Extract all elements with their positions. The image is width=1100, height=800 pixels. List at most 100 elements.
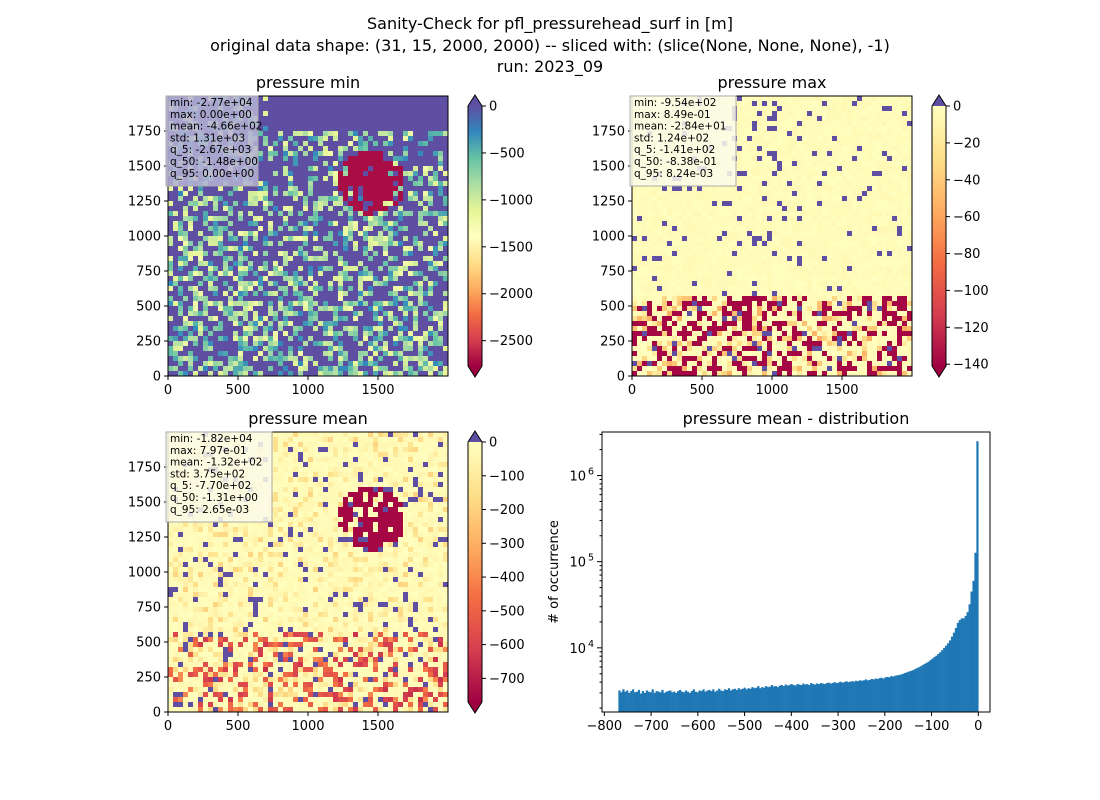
heatmap-cell bbox=[293, 136, 299, 142]
heatmap-cell bbox=[223, 276, 229, 282]
heatmap-cell bbox=[882, 216, 888, 222]
heatmap-cell bbox=[278, 146, 284, 152]
heatmap-cell bbox=[842, 191, 848, 197]
heatmap-cell bbox=[747, 166, 753, 172]
heatmap-cell bbox=[438, 296, 444, 302]
heatmap-cell bbox=[378, 191, 384, 197]
heatmap-cell bbox=[682, 196, 688, 202]
heatmap-cell bbox=[433, 226, 439, 232]
heatmap-cell bbox=[208, 316, 214, 322]
heatmap-cell bbox=[208, 201, 214, 207]
heatmap-cell bbox=[258, 291, 264, 297]
heatmap-cell bbox=[817, 231, 823, 237]
heatmap-cell bbox=[238, 346, 244, 352]
heatmap-cell bbox=[308, 366, 314, 372]
heatmap-cell bbox=[388, 211, 394, 217]
heatmap-cell bbox=[682, 226, 688, 232]
heatmap-cell bbox=[433, 281, 439, 287]
heatmap-cell bbox=[228, 221, 234, 227]
heatmap-cell bbox=[413, 126, 419, 132]
heatmap-cell bbox=[298, 281, 304, 287]
heatmap-cell bbox=[752, 126, 758, 132]
heatmap-cell bbox=[797, 146, 803, 152]
heatmap-cell bbox=[298, 286, 304, 292]
heatmap-cell bbox=[388, 121, 394, 127]
heatmap-cell bbox=[393, 121, 399, 127]
heatmap-cell bbox=[388, 251, 394, 257]
heatmap-cell bbox=[398, 191, 404, 197]
heatmap-cell bbox=[428, 216, 434, 222]
heatmap-cell bbox=[228, 186, 234, 192]
heatmap-cell bbox=[418, 341, 424, 347]
heatmap-cell bbox=[313, 331, 319, 337]
heatmap-cell bbox=[877, 186, 883, 192]
heatmap-cell bbox=[388, 336, 394, 342]
heatmap-cell bbox=[642, 241, 648, 247]
heatmap-cell bbox=[253, 266, 259, 272]
heatmap-cell bbox=[408, 196, 414, 202]
heatmap-cell bbox=[767, 211, 773, 217]
heatmap-cell bbox=[777, 191, 783, 197]
heatmap-cell bbox=[218, 296, 224, 302]
heatmap-cell bbox=[383, 236, 389, 242]
heatmap-cell bbox=[263, 101, 269, 107]
heatmap-cell bbox=[358, 321, 364, 327]
heatmap-cell bbox=[388, 361, 394, 367]
heatmap-cell bbox=[258, 171, 264, 177]
heatmap-cell bbox=[308, 206, 314, 212]
heatmap-cell bbox=[742, 151, 748, 157]
heatmap-cell bbox=[767, 161, 773, 167]
heatmap-cell bbox=[338, 301, 344, 307]
heatmap-cell bbox=[258, 116, 264, 122]
heatmap-cell bbox=[278, 171, 284, 177]
heatmap-cell bbox=[807, 111, 813, 117]
heatmap-cell bbox=[383, 176, 389, 182]
heatmap-cell bbox=[847, 216, 853, 222]
heatmap-cell bbox=[328, 196, 334, 202]
heatmap-cell bbox=[443, 141, 449, 147]
heatmap-cell bbox=[228, 256, 234, 262]
heatmap-cell bbox=[772, 186, 778, 192]
heatmap-cell bbox=[268, 306, 274, 312]
heatmap-cell bbox=[428, 191, 434, 197]
heatmap-cell bbox=[298, 201, 304, 207]
heatmap-cell bbox=[882, 186, 888, 192]
heatmap-cell bbox=[353, 316, 359, 322]
heatmap-cell bbox=[398, 171, 404, 177]
heatmap-cell bbox=[293, 196, 299, 202]
heatmap-cell bbox=[408, 371, 414, 377]
heatmap-cell bbox=[228, 326, 234, 332]
heatmap-cell bbox=[682, 251, 688, 257]
heatmap-cell bbox=[722, 236, 728, 242]
heatmap-cell bbox=[183, 256, 189, 262]
heatmap-cell bbox=[727, 216, 733, 222]
heatmap-cell bbox=[682, 241, 688, 247]
heatmap-cell bbox=[363, 146, 369, 152]
heatmap-cell bbox=[892, 241, 898, 247]
heatmap-cell bbox=[867, 156, 873, 162]
heatmap-cell bbox=[333, 271, 339, 277]
heatmap-cell bbox=[258, 121, 264, 127]
heatmap-cell bbox=[173, 366, 179, 372]
heatmap-cell bbox=[318, 276, 324, 282]
heatmap-cell bbox=[208, 221, 214, 227]
heatmap-cell bbox=[413, 336, 419, 342]
heatmap-cell bbox=[373, 356, 379, 362]
x-tick-label: 0 bbox=[164, 383, 172, 398]
heatmap-cell bbox=[378, 246, 384, 252]
heatmap-cell bbox=[742, 186, 748, 192]
heatmap-cell bbox=[443, 151, 449, 157]
heatmap-cell bbox=[687, 191, 693, 197]
heatmap-cell bbox=[313, 201, 319, 207]
heatmap-cell bbox=[203, 261, 209, 267]
heatmap-cell bbox=[822, 161, 828, 167]
heatmap-cell bbox=[418, 146, 424, 152]
heatmap-cell bbox=[228, 301, 234, 307]
heatmap-cell bbox=[363, 316, 369, 322]
heatmap-cell bbox=[777, 161, 783, 167]
heatmap-cell bbox=[273, 261, 279, 267]
heatmap-cell bbox=[842, 186, 848, 192]
heatmap-cell bbox=[368, 186, 374, 192]
heatmap-cell bbox=[752, 191, 758, 197]
heatmap-cell bbox=[757, 131, 763, 137]
